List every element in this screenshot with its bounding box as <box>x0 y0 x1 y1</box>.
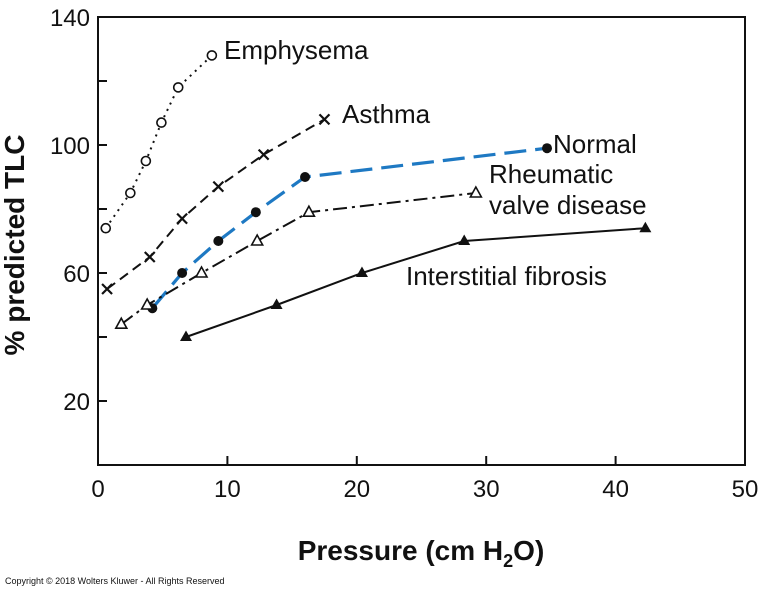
series-line-asthma <box>106 118 325 290</box>
data-point-asthma <box>176 212 188 225</box>
data-point-normal <box>300 172 311 182</box>
x-tick-label: 10 <box>214 476 241 503</box>
data-point-interstitial-fibrosis <box>270 298 283 309</box>
data-point-interstitial-fibrosis <box>355 266 368 277</box>
x-axis-title: Pressure (cm H2O) <box>298 535 545 571</box>
y-tick-label: 140 <box>50 5 90 32</box>
series-line-rheumatic-valve-disease <box>120 192 476 326</box>
data-point-emphysema <box>125 187 136 199</box>
x-tick-label: 30 <box>473 476 500 503</box>
data-point-rheumatic-valve-disease <box>302 204 316 217</box>
data-point-asthma <box>143 251 156 263</box>
data-point-emphysema <box>140 155 152 167</box>
label-rheumatic: Rheumatic <box>489 159 613 189</box>
label-asthma: Asthma <box>342 99 431 129</box>
data-point-rheumatic-valve-disease <box>468 185 483 198</box>
data-point-interstitial-fibrosis <box>639 221 652 233</box>
data-point-asthma <box>257 148 270 161</box>
series-line-emphysema <box>104 54 213 229</box>
data-point-interstitial-fibrosis <box>458 234 471 245</box>
y-axis-title: % predicted TLC <box>0 135 30 356</box>
label-valve-disease: valve disease <box>489 190 647 220</box>
y-tick-label: 100 <box>50 133 90 160</box>
data-point-rheumatic-valve-disease <box>140 297 155 310</box>
x-axis-title-post: O) <box>513 535 544 566</box>
data-point-interstitial-fibrosis <box>179 330 192 341</box>
data-point-emphysema <box>206 50 218 61</box>
x-axis-title-pre: Pressure (cm H <box>298 535 503 566</box>
data-point-normal <box>213 236 224 246</box>
data-point-rheumatic-valve-disease <box>250 233 265 246</box>
series-line-normal <box>151 146 548 310</box>
y-tick-label: 20 <box>63 389 90 416</box>
data-point-asthma <box>101 283 113 295</box>
x-tick-label: 50 <box>732 476 759 503</box>
x-tick-label: 0 <box>91 476 104 503</box>
data-point-emphysema <box>172 82 184 93</box>
y-tick-label: 60 <box>63 261 90 288</box>
data-point-normal <box>542 143 553 154</box>
data-point-asthma <box>212 180 225 193</box>
x-tick-label: 20 <box>343 476 370 503</box>
data-point-normal <box>177 268 188 278</box>
data-point-normal <box>250 207 261 218</box>
label-interstitial-fibrosis: Interstitial fibrosis <box>406 261 607 291</box>
label-normal: Normal <box>553 129 637 159</box>
data-point-rheumatic-valve-disease <box>114 316 129 329</box>
data-point-asthma <box>318 113 331 126</box>
copyright-notice: Copyright © 2018 Wolters Kluwer - All Ri… <box>5 576 225 586</box>
data-point-rheumatic-valve-disease <box>194 265 209 278</box>
x-tick-label: 40 <box>602 476 629 503</box>
data-point-emphysema <box>156 117 167 128</box>
plot-frame <box>97 16 746 466</box>
x-axis-title-sub: 2 <box>503 551 513 571</box>
label-emphysema: Emphysema <box>224 35 369 65</box>
data-point-emphysema <box>100 222 112 234</box>
